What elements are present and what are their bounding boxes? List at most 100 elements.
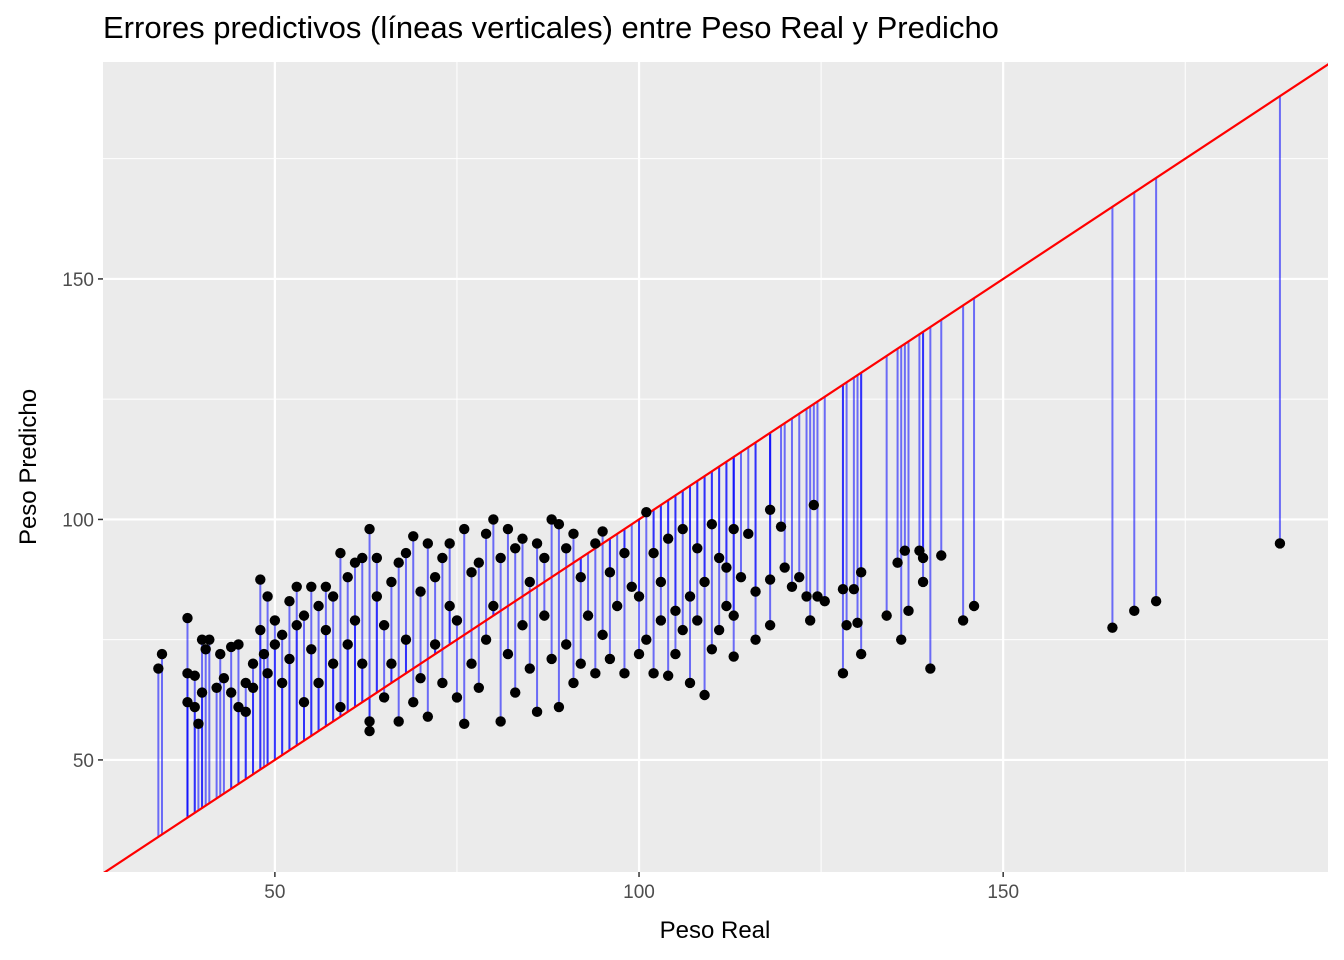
data-point: [437, 552, 448, 564]
data-point: [855, 567, 867, 578]
data-point: [957, 615, 969, 626]
data-point: [855, 648, 867, 660]
data-point: [196, 634, 208, 645]
plot-panel: [103, 62, 1328, 872]
data-point: [539, 610, 550, 621]
data-point: [218, 672, 230, 684]
data-point: [255, 624, 266, 636]
data-point: [590, 538, 601, 549]
data-point: [156, 648, 168, 660]
data-point: [429, 639, 441, 650]
data-point: [408, 697, 419, 708]
ticks: 50 100 150 50 100 150: [62, 270, 1019, 903]
data-point: [488, 514, 499, 525]
data-point: [936, 550, 947, 561]
x-tick-label: 50: [264, 882, 285, 903]
data-point: [917, 576, 929, 588]
data-point: [240, 706, 251, 718]
data-point: [597, 526, 608, 537]
data-point: [451, 692, 463, 703]
data-point: [801, 591, 812, 602]
data-point: [204, 634, 215, 645]
data-point: [393, 557, 404, 568]
data-point: [735, 571, 747, 583]
x-tick-label: 100: [623, 882, 655, 903]
data-point: [517, 533, 528, 544]
data-point: [488, 600, 499, 612]
data-point: [1150, 595, 1162, 607]
data-point: [349, 615, 361, 626]
error-segments: [157, 96, 1281, 837]
data-point: [327, 658, 339, 669]
data-point: [808, 499, 820, 511]
y-tick-label: 50: [73, 751, 94, 772]
data-point: [575, 571, 586, 583]
data-point: [560, 639, 572, 650]
data-point: [306, 644, 317, 655]
data-point: [225, 687, 237, 698]
data-point: [764, 620, 776, 631]
data-point: [153, 663, 164, 674]
data-point: [466, 567, 477, 578]
data-point: [276, 677, 288, 689]
data-point: [408, 531, 419, 542]
data-point: [335, 547, 346, 559]
data-point: [713, 624, 725, 636]
data-point: [819, 595, 830, 607]
data-point: [852, 617, 863, 629]
data-point: [728, 610, 739, 621]
data-point: [502, 648, 514, 660]
data-point: [247, 682, 259, 693]
data-point: [692, 543, 703, 554]
data-point: [378, 692, 390, 703]
y-axis-label: Peso Predicho: [15, 389, 42, 545]
data-point: [692, 615, 703, 626]
data-point: [400, 547, 412, 559]
data-point: [357, 658, 368, 669]
data-point: [1107, 622, 1118, 633]
data-point: [713, 552, 725, 564]
data-point: [728, 523, 739, 535]
data-point: [568, 528, 579, 540]
points: [153, 499, 1286, 737]
data-point: [422, 711, 434, 722]
data-point: [670, 648, 681, 660]
grid: [103, 62, 1328, 872]
data-point: [611, 600, 623, 612]
data-point: [262, 668, 273, 679]
data-point: [459, 718, 470, 730]
data-point: [575, 658, 586, 669]
data-point: [641, 507, 652, 518]
data-point: [1274, 538, 1286, 549]
data-point: [899, 545, 911, 556]
data-point: [925, 663, 936, 674]
data-point: [662, 533, 674, 544]
data-point: [371, 591, 383, 602]
data-point: [604, 653, 616, 665]
data-point: [364, 716, 375, 727]
data-point: [684, 677, 696, 689]
data-point: [200, 644, 211, 655]
data-point: [444, 538, 455, 549]
data-point: [429, 571, 441, 583]
data-point: [568, 677, 579, 689]
data-point: [444, 600, 455, 612]
x-tick-label: 150: [987, 882, 1019, 903]
data-point: [633, 591, 645, 602]
data-point: [531, 538, 543, 549]
data-point: [641, 634, 652, 645]
data-point: [255, 574, 266, 585]
y-tick-label: 150: [62, 270, 94, 291]
data-point: [437, 677, 448, 689]
data-point: [677, 624, 688, 636]
data-point: [335, 701, 346, 713]
data-point: [648, 547, 659, 559]
data-point: [258, 648, 270, 660]
data-point: [284, 653, 295, 665]
data-point: [699, 576, 710, 588]
data-point: [1129, 605, 1140, 617]
data-point: [473, 682, 485, 693]
data-point: [655, 615, 667, 626]
data-point: [590, 668, 601, 679]
